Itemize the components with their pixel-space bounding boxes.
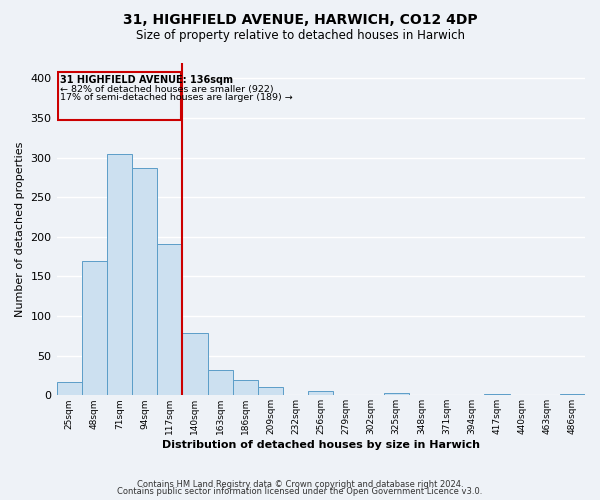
Bar [258, 386, 283, 396]
Text: Size of property relative to detached houses in Harwich: Size of property relative to detached ho… [136, 29, 464, 42]
Bar [208, 370, 233, 396]
Bar [383, 393, 409, 396]
Bar [560, 394, 585, 396]
Text: 31, HIGHFIELD AVENUE, HARWICH, CO12 4DP: 31, HIGHFIELD AVENUE, HARWICH, CO12 4DP [122, 12, 478, 26]
Bar [182, 334, 208, 396]
Bar [233, 380, 258, 396]
Bar [308, 390, 334, 396]
Text: ← 82% of detached houses are smaller (922): ← 82% of detached houses are smaller (92… [61, 84, 274, 94]
Bar [107, 154, 132, 396]
Text: Contains HM Land Registry data © Crown copyright and database right 2024.: Contains HM Land Registry data © Crown c… [137, 480, 463, 489]
Text: Contains public sector information licensed under the Open Government Licence v3: Contains public sector information licen… [118, 487, 482, 496]
Bar [132, 168, 157, 396]
Y-axis label: Number of detached properties: Number of detached properties [15, 141, 25, 316]
Bar [56, 382, 82, 396]
FancyBboxPatch shape [58, 72, 181, 120]
Bar [157, 244, 182, 396]
X-axis label: Distribution of detached houses by size in Harwich: Distribution of detached houses by size … [162, 440, 480, 450]
Bar [484, 394, 509, 396]
Text: 17% of semi-detached houses are larger (189) →: 17% of semi-detached houses are larger (… [61, 94, 293, 102]
Bar [82, 262, 107, 396]
Text: 31 HIGHFIELD AVENUE: 136sqm: 31 HIGHFIELD AVENUE: 136sqm [61, 75, 233, 85]
